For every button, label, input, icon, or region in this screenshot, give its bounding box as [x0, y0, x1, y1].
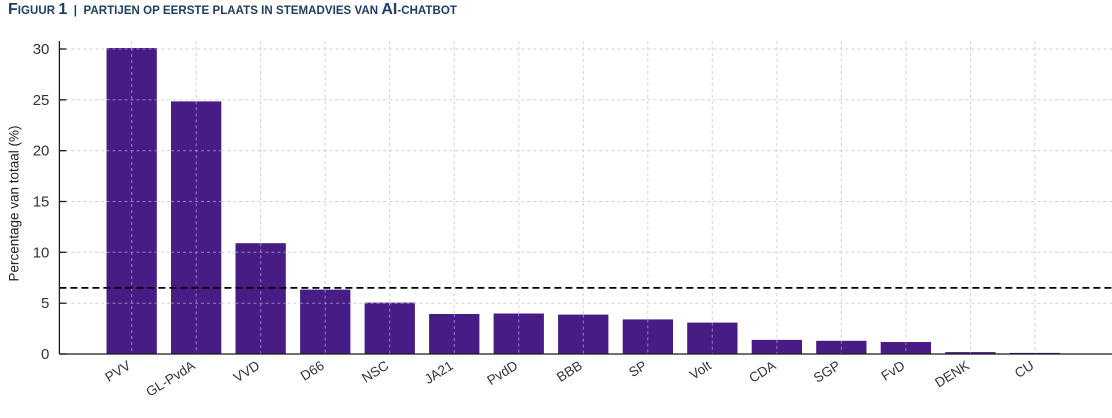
svg-text:SGP: SGP: [811, 358, 843, 386]
svg-text:D66: D66: [298, 358, 327, 384]
svg-text:PVV: PVV: [102, 358, 133, 385]
svg-text:FvD: FvD: [879, 358, 908, 384]
svg-text:CDA: CDA: [746, 358, 778, 386]
svg-text:25: 25: [33, 92, 50, 109]
svg-text:JA21: JA21: [422, 358, 456, 387]
svg-text:5: 5: [41, 295, 49, 312]
svg-text:DENK: DENK: [932, 358, 972, 391]
svg-text:CU: CU: [1012, 358, 1036, 381]
svg-text:Volt: Volt: [687, 358, 714, 383]
svg-text:VVD: VVD: [231, 358, 263, 386]
svg-text:15: 15: [33, 194, 50, 211]
svg-text:GL-PvdA: GL-PvdA: [143, 358, 197, 400]
svg-text:0: 0: [41, 346, 49, 363]
svg-text:SP: SP: [626, 358, 649, 380]
svg-text:30: 30: [33, 41, 50, 58]
svg-text:PvdD: PvdD: [484, 358, 520, 388]
svg-text:NSC: NSC: [359, 358, 391, 386]
svg-text:20: 20: [33, 143, 50, 160]
svg-text:10: 10: [33, 244, 50, 261]
svg-text:BBB: BBB: [554, 358, 585, 385]
